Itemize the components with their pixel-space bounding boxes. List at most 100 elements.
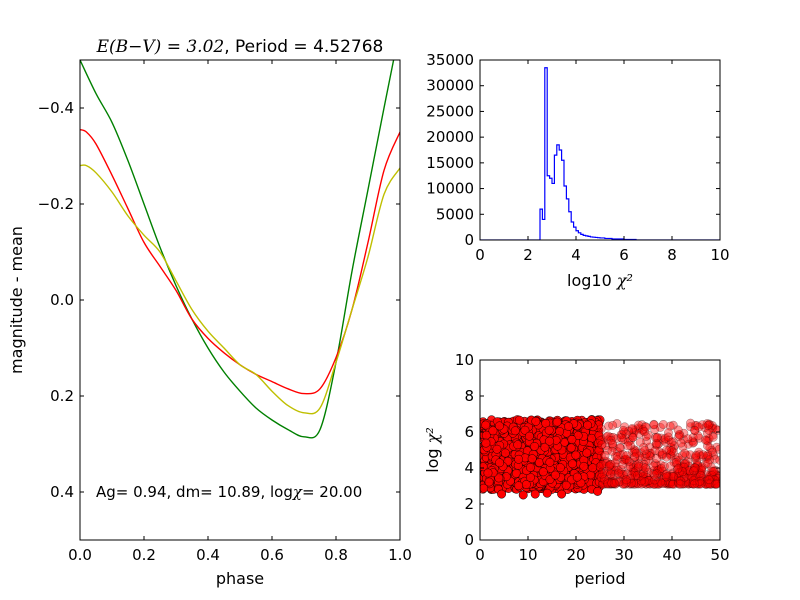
scatter-point bbox=[634, 479, 643, 489]
scatter-point bbox=[703, 458, 713, 468]
histogram-y-tick-label: 10000 bbox=[426, 180, 474, 198]
scatter-point bbox=[693, 461, 703, 470]
scatter-point bbox=[690, 426, 700, 436]
scatter-point bbox=[623, 441, 633, 451]
scatter-point bbox=[628, 448, 637, 457]
scatter-point bbox=[630, 452, 640, 462]
scatter-point bbox=[649, 461, 659, 471]
scatter-point bbox=[620, 455, 630, 465]
histogram-x-tick-label: 10 bbox=[710, 246, 729, 264]
scatter-point bbox=[680, 472, 689, 482]
lightcurve-x-tick-label: 0.0 bbox=[68, 546, 92, 564]
scatter-point bbox=[643, 430, 653, 440]
scatter-point bbox=[691, 450, 701, 460]
scatter-point bbox=[697, 474, 707, 483]
scatter-point bbox=[615, 469, 625, 479]
histogram-x-tick-label: 0 bbox=[475, 246, 485, 264]
scatter-point bbox=[671, 458, 681, 468]
scatter-point bbox=[697, 465, 707, 475]
scatter-point bbox=[685, 478, 694, 488]
scatter-point bbox=[602, 432, 612, 442]
lightcurve-x-label: phase bbox=[216, 569, 264, 588]
scatter-point bbox=[620, 479, 630, 489]
scatter-point bbox=[666, 451, 676, 461]
scatter-point bbox=[634, 424, 644, 434]
scatter-point bbox=[619, 427, 629, 437]
annotation-suffix: = 20.00 bbox=[302, 483, 362, 501]
scatter-point bbox=[695, 468, 705, 478]
scatter-point bbox=[694, 433, 704, 443]
scatter-point bbox=[654, 438, 664, 448]
scatter-point bbox=[542, 488, 552, 498]
scatter-point bbox=[692, 461, 702, 471]
scatter-point bbox=[608, 440, 618, 450]
scatter-point bbox=[644, 456, 654, 466]
scatter-point bbox=[514, 481, 524, 491]
scatter-point bbox=[583, 420, 593, 430]
scatter-point bbox=[667, 446, 677, 456]
scatter-point bbox=[638, 462, 648, 472]
scatter-point bbox=[646, 475, 656, 485]
scatter-point bbox=[689, 463, 699, 473]
scatter-point bbox=[654, 479, 664, 489]
scatter-point bbox=[689, 466, 699, 476]
scatter-point bbox=[675, 479, 685, 489]
scatter-point bbox=[597, 460, 607, 470]
scatter-point bbox=[656, 463, 666, 473]
scatter-point bbox=[680, 479, 690, 489]
scatter-point bbox=[703, 450, 713, 460]
lightcurve-y-tick-label: 0.4 bbox=[50, 483, 74, 501]
scatter-point bbox=[520, 425, 530, 435]
scatter-point bbox=[667, 477, 677, 486]
scatter-point bbox=[707, 424, 717, 433]
scatter-point bbox=[571, 450, 581, 460]
scatter-point bbox=[555, 463, 565, 473]
scatter-point bbox=[550, 470, 560, 480]
scatter-point bbox=[704, 475, 714, 485]
scatter-point bbox=[641, 449, 651, 459]
scatter-point bbox=[687, 474, 697, 483]
scatter-point bbox=[618, 473, 628, 483]
scatter-point bbox=[642, 464, 652, 474]
scatter-point bbox=[690, 420, 700, 430]
scatter-point bbox=[700, 435, 710, 445]
scatter-point bbox=[638, 471, 648, 481]
scatter-point bbox=[705, 479, 715, 489]
scatter-point bbox=[628, 467, 638, 477]
histogram-x-tick-label: 6 bbox=[619, 246, 629, 264]
scatter-point bbox=[606, 459, 616, 469]
scatter-point bbox=[607, 439, 617, 449]
scatter-ylabel-text: log bbox=[423, 443, 442, 472]
scatter-point bbox=[637, 420, 647, 430]
scatter-point bbox=[598, 479, 608, 489]
scatter-point bbox=[674, 479, 684, 489]
scatter-point bbox=[636, 477, 646, 487]
scatter-point bbox=[616, 430, 626, 440]
scatter-point bbox=[626, 474, 635, 484]
scatter-point bbox=[613, 468, 623, 478]
scatter-point bbox=[678, 469, 688, 479]
scatter-point bbox=[677, 450, 687, 460]
scatter-point bbox=[630, 479, 640, 489]
scatter-point bbox=[620, 435, 630, 445]
scatter-point bbox=[712, 479, 720, 489]
histogram-y-tick-label: 0 bbox=[464, 231, 474, 249]
lightcurve-series bbox=[80, 60, 400, 439]
scatter-point bbox=[608, 478, 618, 488]
scatter-point bbox=[594, 477, 604, 487]
scatter-point bbox=[656, 460, 666, 470]
scatter-point bbox=[712, 442, 720, 452]
scatter-point bbox=[483, 468, 493, 478]
scatter-point bbox=[651, 479, 661, 489]
scatter-point bbox=[629, 460, 639, 470]
scatter-point bbox=[690, 453, 700, 463]
scatter-point bbox=[623, 437, 633, 447]
scatter-point bbox=[633, 463, 643, 473]
scatter-point bbox=[709, 470, 719, 480]
scatter-point bbox=[631, 478, 641, 488]
scatter-point bbox=[679, 435, 689, 445]
scatter-point bbox=[545, 436, 554, 446]
scatter-point bbox=[673, 477, 683, 487]
scatter-point bbox=[664, 435, 674, 445]
scatter-point bbox=[714, 444, 720, 454]
